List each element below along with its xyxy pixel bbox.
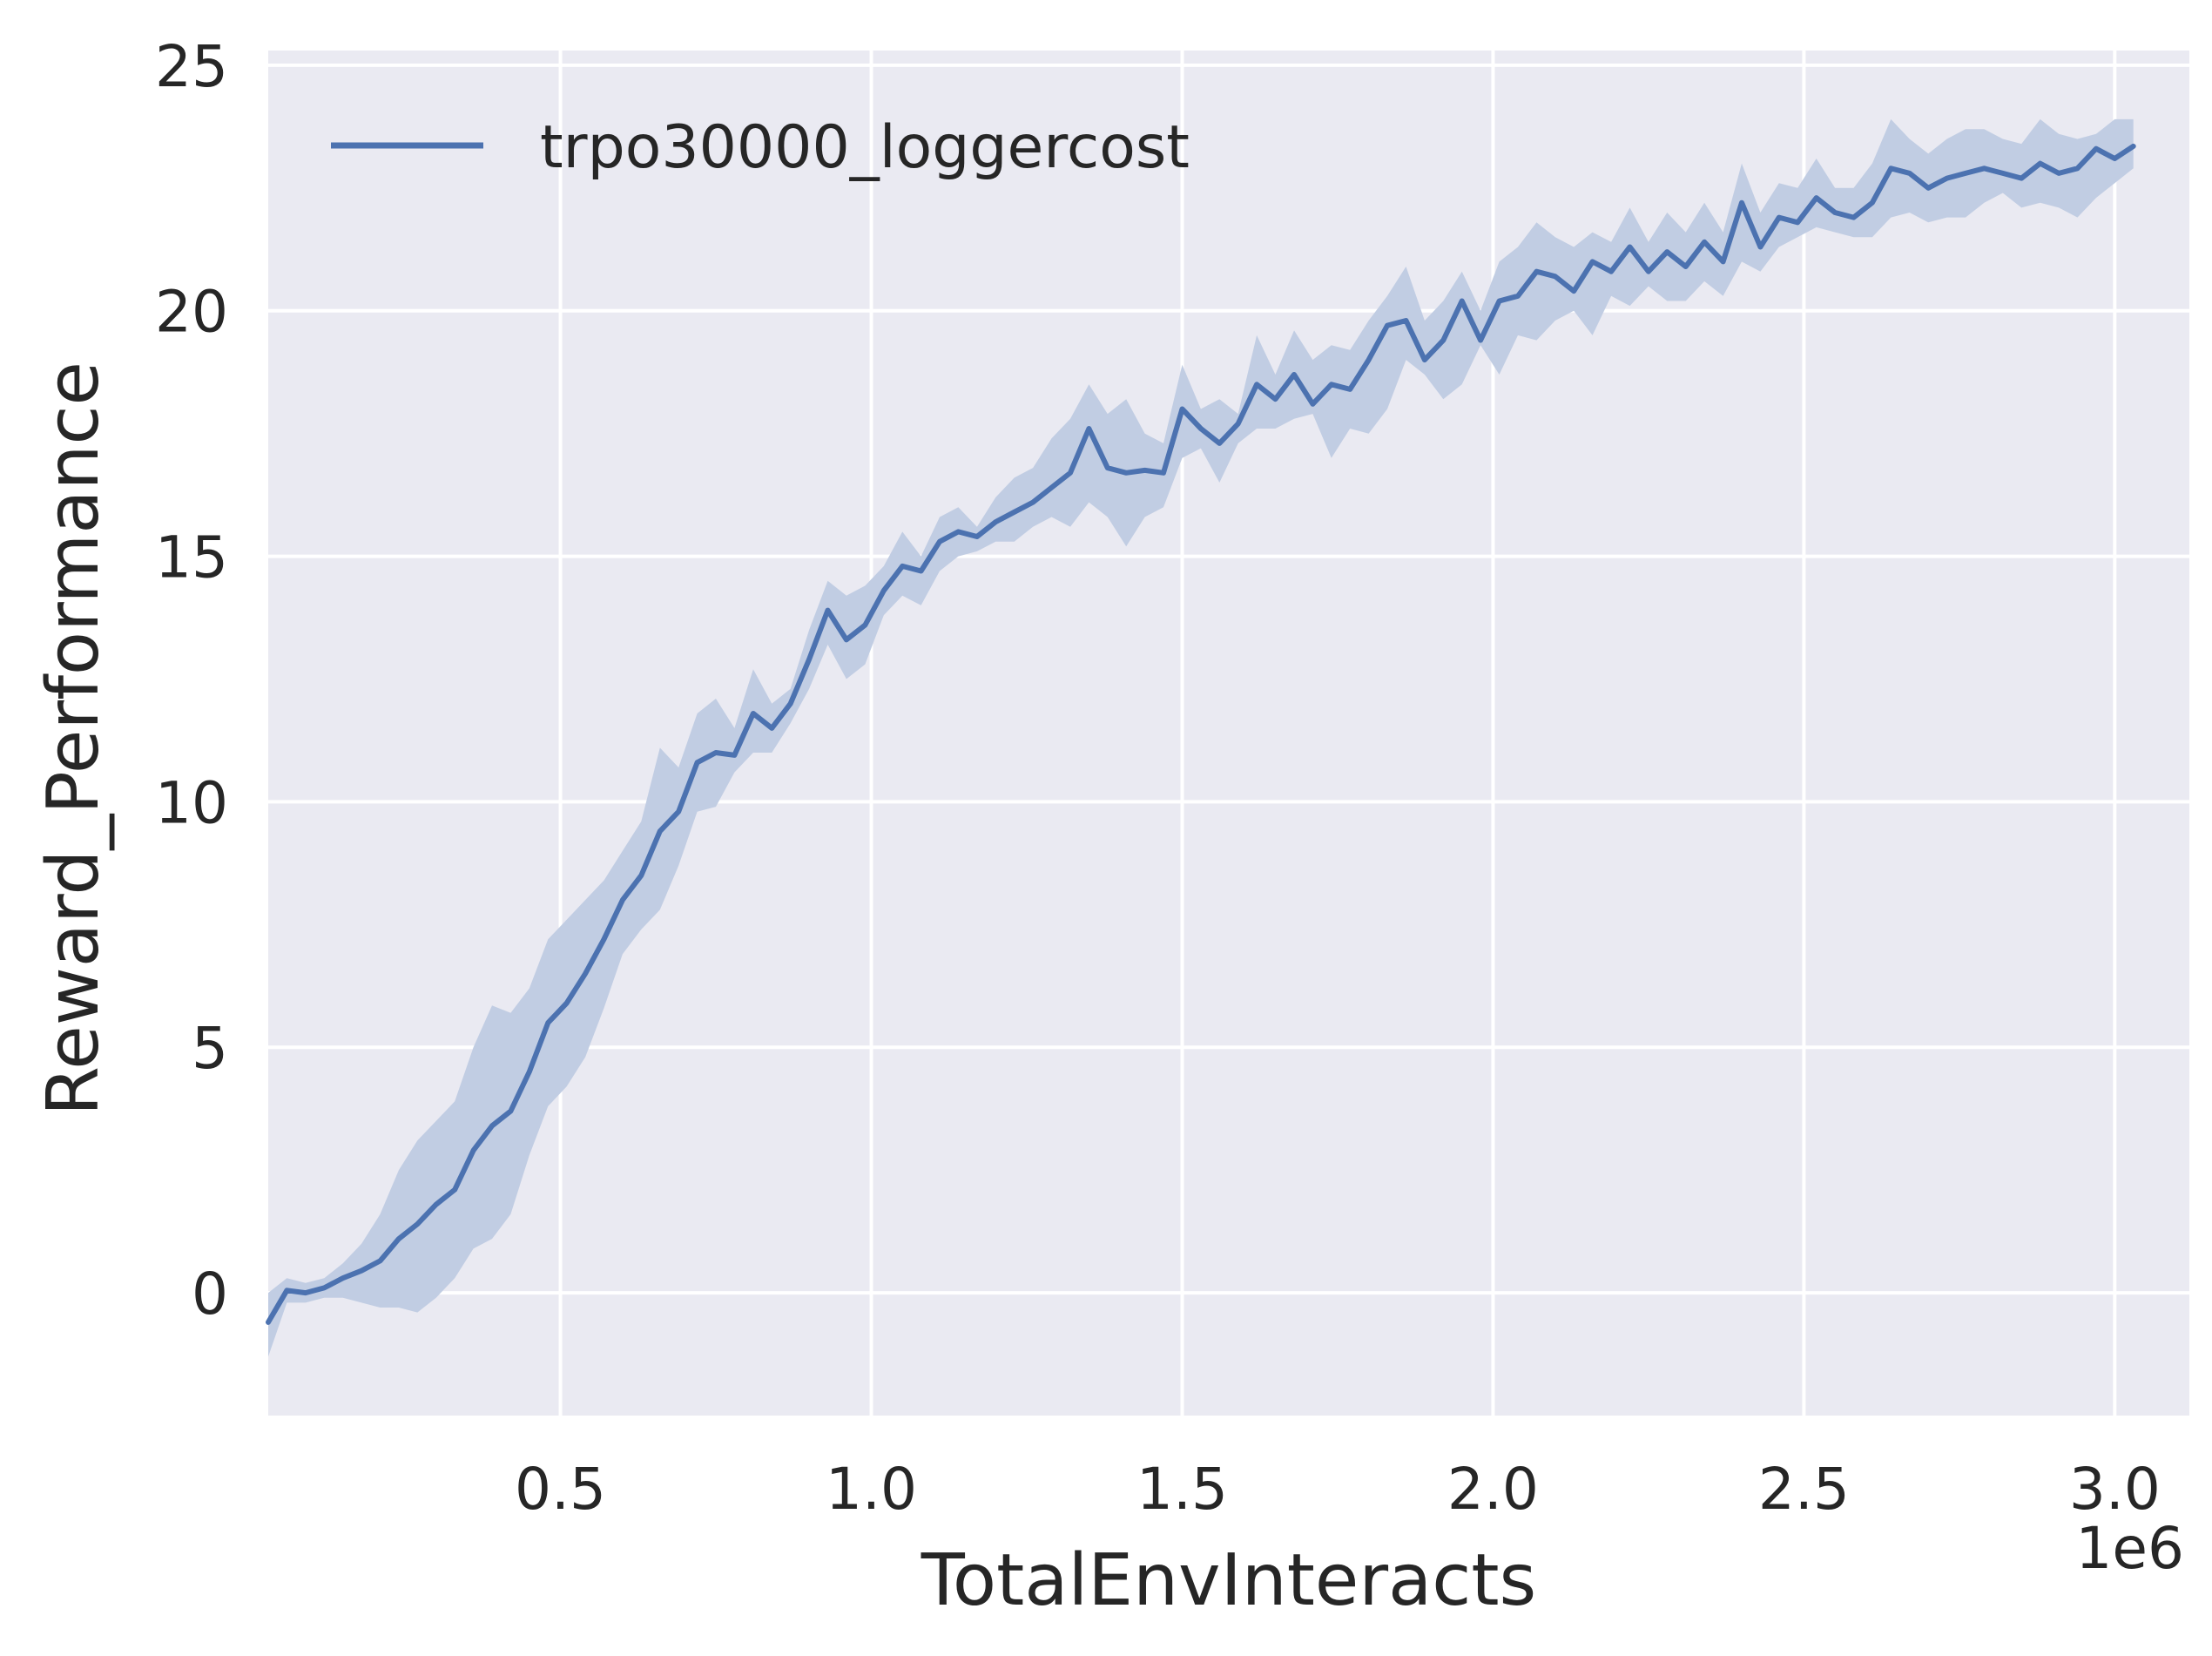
y-gridlines [268, 63, 2189, 1295]
y-tick-label: 15 [155, 524, 228, 591]
x-tick-label: 1.5 [1136, 1456, 1228, 1523]
y-tick-label: 25 [155, 33, 228, 100]
x-tick-label: 2.5 [1758, 1456, 1850, 1523]
x-tick-label: 1.0 [826, 1456, 917, 1523]
plot-background [268, 51, 2189, 1416]
x-tick-label: 0.5 [515, 1456, 606, 1523]
y-tick-labels: 0 5 10 15 20 25 [155, 33, 228, 1328]
legend: trpo30000_loggercost [331, 113, 1190, 182]
x-tick-labels: 0.5 1.0 1.5 2.0 2.5 3.0 [515, 1456, 2161, 1523]
confidence-band [268, 118, 2134, 1357]
x-axis-label: TotalEnvInteracts [921, 1539, 1537, 1622]
y-tick-label: 10 [155, 769, 228, 836]
y-axis-label: Reward_Performance [32, 362, 115, 1116]
x-axis-offset: 1e6 [2075, 1515, 2184, 1582]
series-line [266, 143, 2136, 1325]
x-tick-label: 3.0 [2069, 1456, 2161, 1523]
x-gridlines [558, 51, 2117, 1416]
y-tick-label: 5 [192, 1015, 228, 1082]
legend-label: trpo30000_loggercost [540, 113, 1190, 182]
y-tick-label: 20 [155, 279, 228, 346]
x-tick-label: 2.0 [1447, 1456, 1539, 1523]
y-tick-label: 0 [192, 1261, 228, 1328]
